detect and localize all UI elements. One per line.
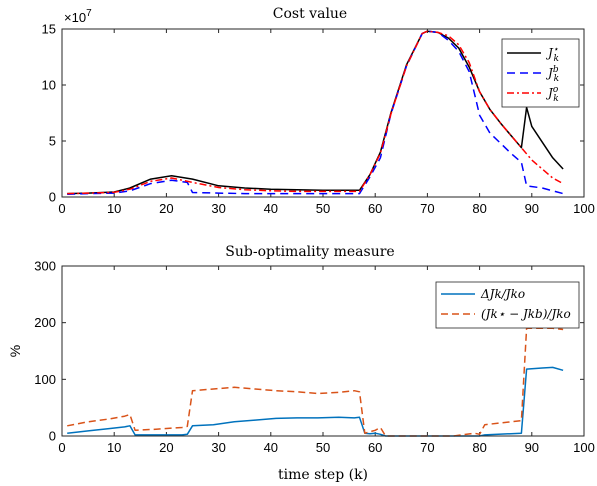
y-tick-label: 0 (49, 429, 56, 444)
x-tick-label: 10 (107, 440, 121, 455)
y-exponent-label: ×107 (64, 8, 92, 25)
legend-label-1: (Jk⋆ − Jkb)/Jko (481, 307, 571, 321)
x-tick-label: 50 (316, 440, 330, 455)
legend-label-0: J⋆ k (545, 45, 559, 64)
x-tick-label: 50 (316, 201, 330, 216)
x-tick-label: 80 (472, 201, 486, 216)
y-tick-label: 100 (34, 372, 56, 387)
subopt-x-ticks: 0 10 20 30 40 50 60 70 80 90 100 (58, 266, 595, 455)
x-tick-label: 30 (211, 201, 225, 216)
x-tick-label: 40 (264, 201, 278, 216)
x-tick-label: 10 (107, 201, 121, 216)
series-line-0 (67, 366, 564, 437)
y-tick-label: 300 (34, 259, 56, 274)
subopt-y-axis-label: % (7, 345, 23, 357)
cost-legend: J⋆ kJb kJo k (501, 38, 580, 108)
cost-value-panel: Cost value ×107 0 10 20 30 40 50 60 70 80 90 100 0… (42, 6, 595, 216)
x-tick-label: 70 (420, 201, 434, 216)
x-tick-label: 90 (525, 201, 539, 216)
x-tick-label: 70 (420, 440, 434, 455)
y-tick-label: 5 (49, 134, 56, 149)
sub-optimality-panel: Sub-optimality measure 0 10 20 30 40 50 60 70 80… (7, 244, 595, 483)
x-tick-label: 20 (159, 440, 173, 455)
y-tick-label: 0 (49, 190, 56, 205)
series-line-1 (67, 327, 564, 437)
x-tick-label: 60 (368, 201, 382, 216)
subopt-axes-frame (61, 265, 585, 437)
y-tick-label: 10 (42, 78, 56, 93)
x-tick-label: 0 (58, 201, 65, 216)
cost-x-ticks: 0 10 20 30 40 50 60 70 80 90 100 (58, 29, 595, 216)
sub-optimality-title: Sub-optimality measure (225, 244, 394, 260)
subopt-legend: ΔJk/Jko (Jk⋆ − Jkb)/Jko (435, 281, 580, 329)
legend-label-0: ΔJk/Jko (480, 287, 525, 301)
subopt-legend-box (435, 281, 580, 329)
y-tick-label: 200 (34, 315, 56, 330)
x-axis-label: time step (k) (278, 467, 368, 483)
x-tick-label: 90 (525, 440, 539, 455)
x-tick-label: 40 (264, 440, 278, 455)
x-tick-label: 20 (159, 201, 173, 216)
legend-label-2: Jo k (545, 85, 559, 104)
x-tick-label: 60 (368, 440, 382, 455)
legend-label-1: Jb k (545, 65, 559, 84)
subopt-series (67, 327, 564, 437)
x-tick-label: 0 (58, 440, 65, 455)
x-tick-label: 100 (573, 440, 595, 455)
x-tick-label: 80 (472, 440, 486, 455)
series-line-2 (67, 30, 564, 195)
x-tick-label: 30 (211, 440, 225, 455)
y-tick-label: 15 (42, 22, 56, 37)
cost-value-title: Cost value (273, 6, 347, 22)
cost-series (67, 30, 564, 195)
x-tick-label: 100 (573, 201, 595, 216)
series-line-0 (67, 30, 564, 195)
cost-axes-frame (61, 28, 585, 198)
series-line-1 (67, 30, 564, 195)
cost-y-ticks: 0 5 10 15 (42, 22, 584, 205)
